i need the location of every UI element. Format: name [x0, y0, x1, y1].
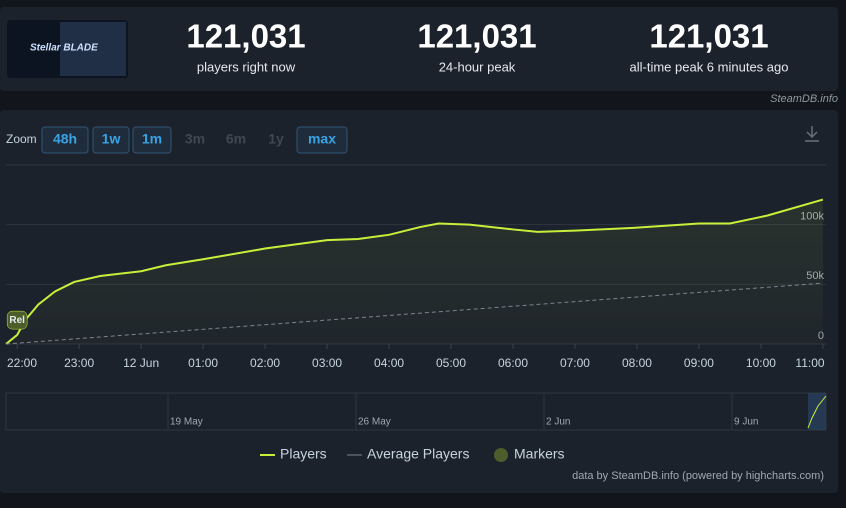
x-tick-label: 01:00	[188, 356, 218, 370]
navigator-label: 26 May	[358, 417, 391, 428]
x-tick-label: 11:00	[795, 356, 824, 370]
logo-text: Stellar BLADE	[30, 43, 98, 54]
zoom-label: 1y	[268, 131, 284, 147]
source: SteamDB.info	[770, 93, 838, 105]
navigator-window[interactable]	[808, 393, 826, 430]
x-tick-label: 08:00	[622, 356, 652, 370]
x-tick-label: 23:00	[64, 356, 94, 370]
legend: Players Average Players Markers	[260, 446, 565, 462]
marker[interactable]	[6, 310, 28, 330]
navigator-line	[807, 395, 827, 429]
zoom-label[interactable]: 48h	[53, 131, 77, 147]
zoom-buttons: 48h 1w 1m 3m 6m 1y max	[41, 126, 348, 154]
series-line	[5, 198, 824, 345]
zoom-label: 6m	[226, 131, 246, 147]
navigator-label: 9 Jun	[734, 417, 758, 428]
zoom-label[interactable]: 1w	[102, 131, 121, 147]
download-glyph[interactable]	[805, 126, 819, 142]
zoom-label: 3m	[185, 131, 205, 147]
logo-art	[60, 22, 126, 76]
zoom-label[interactable]: 1m	[142, 131, 162, 147]
x-tick-label: 09:00	[684, 356, 714, 370]
legend-label[interactable]: Markers	[514, 446, 565, 462]
zoom-button[interactable]	[41, 126, 89, 154]
navigator-label: 19 May	[170, 417, 203, 428]
x-tick-label: 03:00	[312, 356, 342, 370]
stats-panel	[0, 7, 838, 91]
stat-label: 24-hour peak	[439, 59, 516, 74]
download-icon[interactable]	[805, 126, 819, 142]
zoom-title: Zoom	[6, 132, 37, 146]
navigator-labels: 19 May 26 May 2 Jun 9 Jun	[167, 393, 758, 430]
zoom-button[interactable]	[296, 126, 348, 154]
stat-value: 121,031	[649, 18, 768, 55]
x-tick-label: 12 Jun	[123, 356, 159, 370]
stats: 121,031 players right now 121,031 24-hour p…	[186, 18, 788, 75]
stat-label: players right now	[197, 59, 296, 74]
x-tick-label: 07:00	[560, 356, 590, 370]
legend-swatch[interactable]	[494, 448, 508, 462]
x-tick-label: 05:00	[436, 356, 466, 370]
zoom-button[interactable]	[92, 126, 130, 154]
legend-label[interactable]: Average Players	[367, 446, 469, 462]
zoom-button[interactable]	[132, 126, 172, 154]
marker-label: Rel	[9, 315, 25, 326]
stat-value: 121,031	[186, 18, 305, 55]
navigator-label: 2 Jun	[546, 417, 570, 428]
x-tick-label: 10:00	[746, 356, 776, 370]
x-tick-label: 02:00	[250, 356, 280, 370]
series-line	[5, 282, 823, 345]
credit: data by SteamDB.info (powered by highcha…	[572, 470, 824, 482]
stat-label: all-time peak 6 minutes ago	[630, 59, 789, 74]
x-tick-label: 06:00	[498, 356, 528, 370]
x-tick-label: 04:00	[374, 356, 404, 370]
x-tick-label: 22:00	[7, 356, 37, 370]
legend-label[interactable]: Players	[280, 446, 327, 462]
area	[6, 199, 823, 344]
stat-value: 121,031	[417, 18, 536, 55]
zoom-label[interactable]: max	[308, 131, 336, 147]
